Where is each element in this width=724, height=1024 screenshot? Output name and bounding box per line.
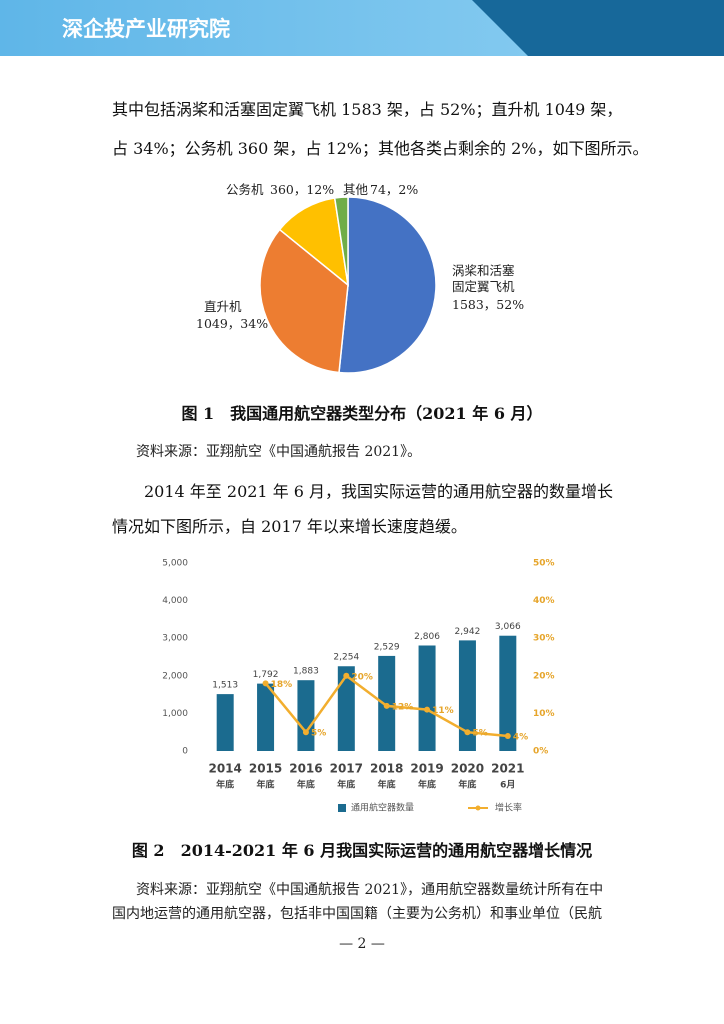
header-accent — [472, 0, 724, 56]
bar-value-label: 1,883 — [293, 667, 319, 677]
y2-tick-label: 30% — [533, 634, 555, 644]
bar-value-label: 3,066 — [495, 622, 521, 632]
pie-slice — [338, 196, 437, 374]
line-value-label: 4% — [513, 732, 528, 742]
legend-swatch — [475, 805, 481, 811]
line-point — [504, 732, 511, 739]
y-tick-label: 1,000 — [162, 709, 188, 719]
x-tick-sublabel: 年底 — [216, 779, 234, 791]
pie-value-label: 1583，52% — [452, 297, 525, 312]
bar — [216, 694, 234, 751]
x-tick-label: 2017 — [330, 762, 363, 776]
paragraph-line: 情况如下图所示，自 2017 年以来增长速度趋缓。 — [112, 517, 467, 536]
line-point — [262, 680, 269, 687]
line-value-label: 5% — [311, 729, 326, 739]
y2-tick-label: 50% — [533, 559, 555, 569]
pie-slice — [259, 228, 349, 374]
line-value-label: 12% — [392, 702, 414, 712]
y-tick-label: 3,000 — [162, 634, 188, 644]
x-tick-sublabel: 6月 — [500, 780, 515, 791]
x-tick-sublabel: 年底 — [378, 779, 396, 791]
pie-value-label: 360，12% — [270, 182, 335, 197]
pie-slice — [333, 196, 349, 286]
y-tick-label: 0 — [182, 747, 188, 757]
line-value-label: 18% — [271, 680, 293, 690]
header-title: 深企投产业研究院 — [62, 17, 230, 41]
x-tick-sublabel: 年底 — [418, 779, 436, 791]
y-tick-label: 5,000 — [162, 559, 188, 569]
line-value-label: 11% — [432, 706, 454, 716]
bar-value-label: 1,792 — [253, 670, 279, 680]
bar — [458, 640, 476, 751]
x-tick-sublabel: 年底 — [458, 779, 476, 791]
line-point — [464, 729, 471, 736]
bar-value-label: 1,513 — [212, 681, 238, 691]
legend-label: 通用航空器数量 — [351, 802, 414, 814]
pie-label: 涡桨和活塞固定翼飞机 — [452, 263, 515, 294]
figure-caption: 图 1 我国通用航空器类型分布（2021 年 6 月） — [181, 404, 543, 423]
figure-source: 国内地运营的通用航空器，包括非中国国籍（主要为公务机）和事业单位（民航 — [112, 906, 602, 922]
line-value-label: 5% — [472, 729, 487, 739]
line-point — [424, 706, 431, 713]
line-point — [383, 702, 390, 709]
x-tick-label: 2016 — [289, 762, 322, 776]
bar — [297, 680, 315, 751]
y-tick-label: 2,000 — [162, 671, 188, 681]
figure-caption: 图 2 2014-2021 年 6 月我国实际运营的通用航空器增长情况 — [131, 841, 593, 860]
x-tick-sublabel: 年底 — [297, 779, 315, 791]
bar-value-label: 2,806 — [414, 632, 440, 642]
paragraph-line: 其中包括涡桨和活塞固定翼飞机 1583 架，占 52%；直升机 1049 架， — [112, 100, 623, 119]
y2-tick-label: 20% — [533, 671, 555, 681]
line-point — [302, 729, 309, 736]
pie-value-label: 74，2% — [370, 182, 419, 197]
bar-value-label: 2,254 — [333, 653, 359, 663]
bar — [257, 683, 275, 751]
x-tick-label: 2015 — [249, 762, 282, 776]
y2-tick-label: 10% — [533, 709, 555, 719]
y-tick-label: 4,000 — [162, 596, 188, 606]
x-tick-label: 2021 — [491, 762, 524, 776]
x-tick-label: 2020 — [451, 762, 484, 776]
bar — [499, 635, 517, 751]
paragraph-line: 2014 年至 2021 年 6 月，我国实际运营的通用航空器的数量增长 — [144, 482, 614, 501]
legend-label: 增长率 — [495, 802, 522, 814]
page-number: — 2 — — [339, 936, 385, 952]
paragraph-line: 占 34%；公务机 360 架，占 12%；其他各类占剩余的 2%，如下图所示。 — [112, 139, 649, 158]
bar — [418, 645, 436, 751]
x-tick-label: 2018 — [370, 762, 403, 776]
figure-source: 资料来源：亚翔航空《中国通航报告 2021》。 — [136, 444, 422, 460]
pie-label: 其他 — [343, 182, 369, 197]
x-tick-sublabel: 年底 — [337, 779, 355, 791]
bar-value-label: 2,529 — [374, 642, 400, 652]
x-tick-sublabel: 年底 — [257, 779, 275, 791]
bar — [337, 666, 355, 751]
pie-label: 直升机 — [204, 299, 242, 314]
pie-value-label: 1049，34% — [196, 316, 269, 331]
x-tick-label: 2019 — [410, 762, 443, 776]
pie-slice — [278, 197, 350, 287]
y2-tick-label: 0% — [533, 747, 548, 757]
figure-source: 资料来源：亚翔航空《中国通航报告 2021》，通用航空器数量统计所有在中 — [136, 882, 604, 898]
bar-value-label: 2,942 — [455, 627, 481, 637]
pie-label: 公务机 — [226, 182, 264, 197]
y2-tick-label: 40% — [533, 596, 555, 606]
line-point — [343, 672, 350, 679]
legend-swatch — [338, 804, 346, 812]
x-tick-label: 2014 — [208, 762, 241, 776]
line-value-label: 20% — [351, 672, 373, 682]
